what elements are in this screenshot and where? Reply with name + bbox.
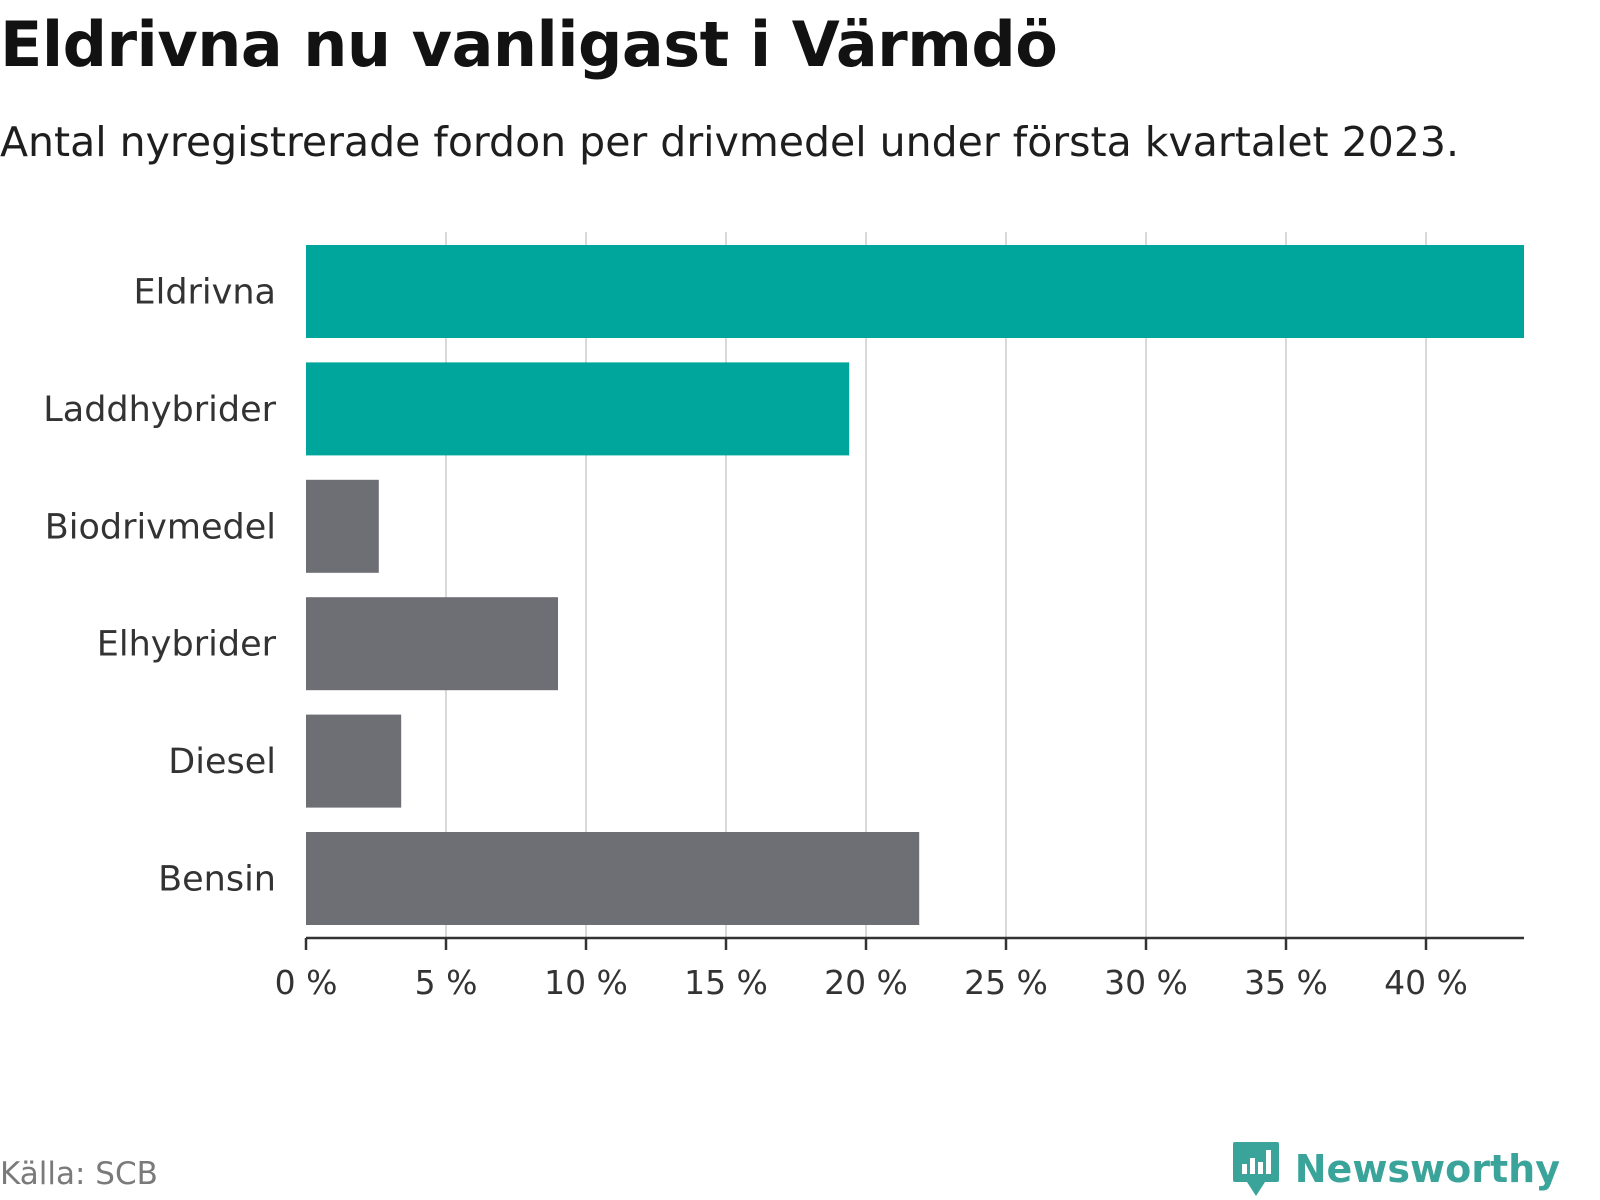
- x-tick-label: 15 %: [684, 963, 768, 1002]
- x-tick-label: 30 %: [1104, 963, 1188, 1002]
- x-tick-label: 25 %: [964, 963, 1048, 1002]
- category-label: Diesel: [168, 742, 276, 782]
- category-labels: Eldrivna Laddhybrider Biodrivmedel Elhybrid…: [43, 273, 276, 900]
- x-axis: 0 % 5 % 10 % 15 % 20 % 25 % 30 % 35 % 40 %: [275, 936, 1524, 1002]
- x-tick-label: 10 %: [544, 963, 628, 1002]
- bar-eldrivna: [306, 245, 1524, 338]
- x-tick-label: 35 %: [1244, 963, 1328, 1002]
- category-label: Biodrivmedel: [45, 507, 276, 547]
- chart-subtitle: Antal nyregistrerade fordon per drivmede…: [0, 118, 1460, 166]
- bar-diesel: [306, 714, 402, 808]
- category-label: Elhybrider: [97, 625, 277, 665]
- brand-logo: Newsworthy: [1231, 1140, 1560, 1198]
- category-label: Eldrivna: [133, 273, 276, 313]
- newsworthy-logo-icon: [1232, 1142, 1279, 1196]
- source-note: Källa: SCB: [0, 1156, 158, 1192]
- x-tick-label: 20 %: [824, 963, 908, 1002]
- bar-laddhybrider: [306, 362, 850, 456]
- chart-title: Eldrivna nu vanligast i Värmdö: [0, 8, 1058, 81]
- category-label: Laddhybrider: [43, 390, 276, 430]
- gridlines: [445, 232, 1427, 938]
- bar-bensin: [306, 832, 920, 925]
- bar-elhybrider: [306, 597, 558, 691]
- brand-name: Newsworthy: [1294, 1147, 1560, 1191]
- x-tick-label: 40 %: [1384, 963, 1468, 1002]
- x-tick-label: 0 %: [275, 963, 338, 1002]
- category-label: Bensin: [158, 860, 276, 900]
- x-tick-label: 5 %: [415, 963, 478, 1002]
- bars: [306, 245, 1524, 925]
- bar-biodrivmedel: [306, 479, 379, 573]
